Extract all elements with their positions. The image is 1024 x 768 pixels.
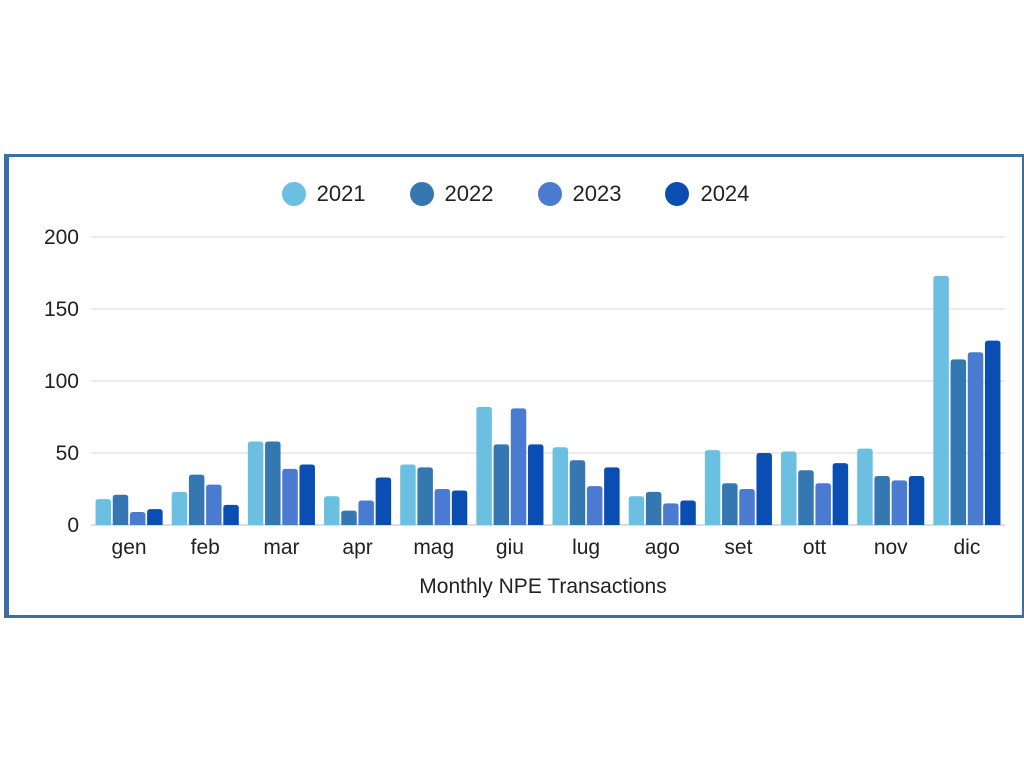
legend-swatch	[537, 182, 562, 206]
bar-2021-feb	[171, 491, 188, 525]
chart-panel: 0 50 100 150 200 gen feb mar apr mag giu lug ago set o…	[4, 154, 1024, 618]
legend-item-2024: 2024	[665, 181, 749, 207]
bar-2023-nov	[891, 480, 908, 525]
bar-2023-mag	[434, 489, 451, 525]
bar-2023-ott	[815, 483, 831, 525]
bar-2024-apr	[375, 477, 392, 525]
bar-2024-dic	[984, 340, 1001, 525]
x-tick-label: ott	[803, 536, 827, 559]
bar-2022-mar	[265, 441, 281, 525]
bar-2023-apr	[358, 500, 374, 525]
bar-2022-ago	[645, 491, 662, 525]
legend-swatch	[409, 182, 434, 206]
bar-2022-ott	[798, 470, 814, 525]
bar-2023-set	[739, 489, 755, 525]
bar-2021-ago	[628, 496, 645, 525]
bar-2021-mag	[400, 464, 416, 525]
y-tick-label: 150	[44, 298, 79, 321]
x-axis-title: Monthly NPE Transactions	[419, 575, 666, 598]
x-tick-label: nov	[874, 536, 908, 559]
legend-label: 2022	[444, 181, 494, 206]
legend-item-2021: 2021	[281, 181, 366, 207]
y-tick-label: 100	[44, 370, 79, 393]
legend-label: 2024	[700, 181, 750, 206]
bar-2021-set	[704, 450, 721, 525]
legend-swatch	[665, 182, 690, 206]
bar-2024-set	[756, 453, 772, 525]
x-tick-label: mag	[413, 536, 454, 559]
bar-2024-mar	[299, 464, 315, 525]
y-tick-label: 50	[56, 442, 79, 465]
x-tick-label: feb	[191, 536, 220, 559]
bar-2023-ago	[663, 503, 679, 525]
x-tick-label: ago	[645, 536, 680, 559]
bar-2024-mag	[451, 490, 468, 525]
bar-2024-giu	[527, 444, 544, 525]
y-tick-label: 0	[67, 514, 79, 537]
bar-2022-dic	[950, 359, 967, 525]
bar-2022-feb	[188, 474, 205, 525]
bar-2024-ott	[832, 463, 849, 525]
x-tick-label: lug	[572, 536, 600, 559]
bar-2021-dic	[933, 275, 949, 525]
legend-label: 2023	[572, 181, 622, 206]
bar-2021-nov	[857, 448, 873, 525]
bar-2022-giu	[493, 444, 510, 525]
x-tick-label: mar	[263, 536, 299, 559]
bar-2024-lug	[604, 467, 620, 525]
bar-2021-mar	[247, 441, 264, 525]
bar-2023-mar	[282, 468, 298, 525]
bar-2024-ago	[680, 500, 696, 525]
bar-2022-lug	[569, 460, 586, 525]
legend-item-2022: 2022	[409, 181, 494, 207]
bar-2021-ott	[781, 451, 797, 525]
x-tick-label: dic	[953, 536, 980, 559]
legend-label: 2021	[316, 181, 366, 206]
bar-2023-lug	[586, 486, 603, 525]
y-tick-label: 200	[44, 226, 79, 249]
bar-2022-nov	[874, 476, 890, 525]
x-tick-label: giu	[496, 536, 524, 559]
bar-2021-giu	[476, 406, 492, 525]
x-tick-label: gen	[112, 536, 147, 559]
bar-2021-gen	[95, 499, 112, 525]
bar-2023-giu	[510, 408, 527, 525]
bar-2022-apr	[341, 510, 357, 525]
x-tick-label: set	[724, 536, 752, 559]
bar-2023-dic	[967, 352, 984, 525]
x-tick-label: apr	[342, 536, 372, 559]
legend-swatch	[281, 182, 306, 206]
bar-2022-mag	[417, 467, 433, 525]
bar-2022-set	[722, 483, 738, 525]
legend-item-2023: 2023	[537, 181, 622, 207]
bar-2023-gen	[129, 512, 146, 525]
legend: 2021 2022 2023 2024	[9, 181, 1022, 207]
bar-2023-feb	[206, 484, 222, 525]
bar-2021-lug	[552, 447, 569, 525]
bar-2021-apr	[324, 496, 340, 525]
bar-2024-feb	[223, 504, 239, 525]
bar-2022-gen	[112, 494, 129, 525]
bar-2024-gen	[147, 509, 163, 525]
bar-2024-nov	[908, 476, 925, 525]
bar-chart: 0 50 100 150 200 gen feb mar apr mag giu lug ago set o…	[44, 226, 1005, 598]
